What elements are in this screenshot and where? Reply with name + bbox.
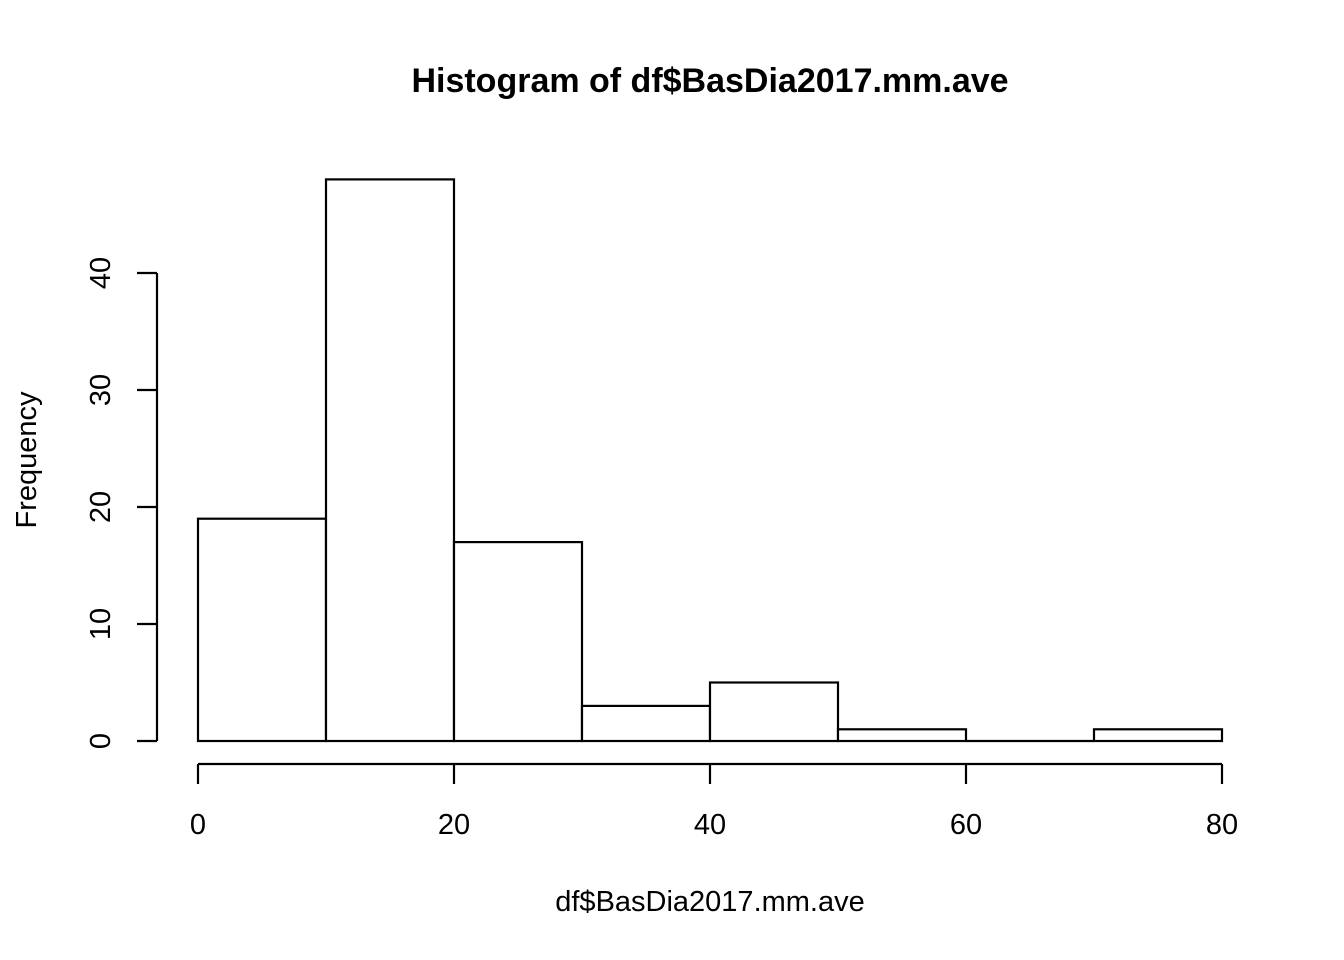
y-tick-label: 30 — [85, 374, 117, 406]
x-tick-label: 60 — [950, 809, 982, 841]
histogram-bar — [580, 704, 712, 743]
histogram-bar — [836, 728, 968, 743]
bars-group — [196, 178, 1224, 743]
y-tick-label: 40 — [85, 257, 117, 289]
histogram-bar — [708, 681, 840, 743]
histogram-bar — [1092, 728, 1224, 743]
x-tick-label: 40 — [694, 809, 726, 841]
x-axis-label: df$BasDia2017.mm.ave — [555, 886, 865, 918]
chart-title: Histogram of df$BasDia2017.mm.ave — [411, 62, 1008, 100]
y-axis-label: Frequency — [11, 391, 43, 529]
x-tick-label: 0 — [190, 809, 206, 841]
x-tick-label: 80 — [1206, 809, 1238, 841]
y-tick-label: 10 — [85, 608, 117, 640]
y-tick-label: 20 — [85, 491, 117, 523]
histogram-bar — [324, 178, 456, 743]
histogram-bar — [196, 517, 328, 743]
y-axis: 0 10 20 30 40 — [85, 257, 159, 749]
x-tick-label: 20 — [438, 809, 470, 841]
x-axis: 0 20 40 60 80 — [190, 762, 1238, 841]
y-tick-label: 0 — [85, 733, 117, 749]
histogram-bar — [452, 540, 584, 743]
